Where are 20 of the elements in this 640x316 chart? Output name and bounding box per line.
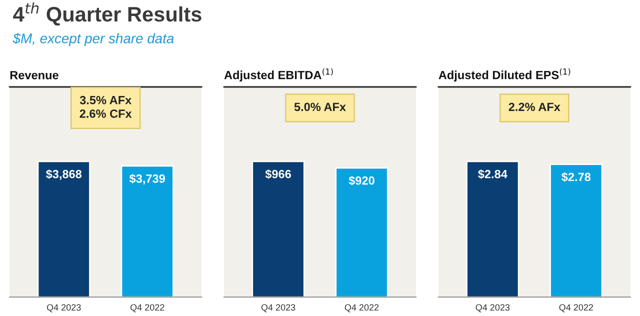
x-tick-label: Q4 2022 [130,304,164,312]
x-tick-label: Q4 2023 [476,304,510,312]
x-tick-label: Q4 2022 [559,304,594,312]
chart-title: Revenue [10,71,58,80]
chart-title: Adjusted Diluted EPS$^{(1)}$ [438,68,570,82]
data-label: $3,868 [46,169,82,180]
data-label: $966 [265,169,291,180]
text: 3.5% AFx 2.6% CFx [80,96,132,118]
data-label: $3,739 [129,174,165,185]
x-tick-label: Q4 2023 [261,304,296,312]
text: 2.2% AFx [508,102,560,112]
data-label: $2.78 [562,172,591,182]
text: 5.0% AFx [294,102,346,112]
text: 4$^{th}$ Quarter Results [13,2,202,26]
data-label: $2.84 [478,169,508,180]
x-tick-label: Q4 2023 [46,304,81,312]
text: $M, except per share data [12,32,174,46]
data-label: $920 [348,176,374,186]
chart-title: Adjusted EBITDA$^{(1)}$ [224,68,333,82]
x-tick-label: Q4 2022 [344,304,379,312]
